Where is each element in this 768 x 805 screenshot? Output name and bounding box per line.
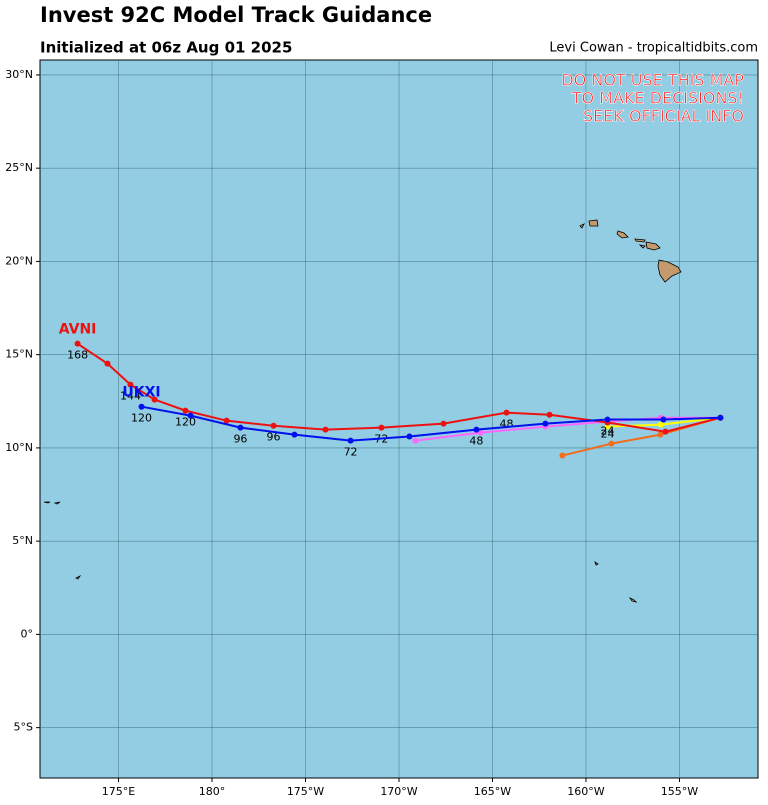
x-tick-label: 170°W — [380, 785, 417, 798]
track-point — [127, 381, 134, 388]
track-point — [604, 423, 611, 430]
track-point — [662, 428, 669, 435]
y-tick-label: 5°N — [12, 534, 33, 547]
forecast-hour-label: 24 — [600, 428, 614, 441]
x-tick-label: 175°W — [287, 785, 324, 798]
track-point — [604, 416, 611, 423]
track-point — [291, 431, 298, 438]
warning-line: DO NOT USE THIS MAP — [561, 71, 744, 90]
track-point — [182, 407, 189, 414]
track-point — [138, 403, 145, 410]
warning-line: TO MAKE DECISIONS! — [571, 89, 744, 108]
forecast-hour-label: 48 — [469, 435, 483, 448]
track-point — [477, 429, 484, 436]
track-point — [657, 431, 664, 438]
track-line — [415, 416, 721, 442]
forecast-hour-label: 120 — [131, 412, 152, 425]
track-point — [237, 424, 244, 431]
x-tick-label: 175°E — [102, 785, 135, 798]
track-point — [440, 420, 447, 427]
track-point — [151, 396, 158, 403]
y-tick-label: 5°S — [14, 721, 33, 734]
track-point — [104, 360, 111, 367]
y-tick-label: 0° — [21, 627, 34, 640]
track-point — [270, 422, 277, 429]
x-tick-label: 180° — [199, 785, 226, 798]
track-point — [187, 412, 194, 419]
forecast-hour-label: 168 — [67, 349, 88, 362]
track-point — [660, 416, 667, 423]
y-tick-label: 30°N — [5, 68, 33, 81]
forecast-hour-label: 72 — [344, 446, 358, 459]
track-point — [378, 424, 385, 431]
track-point — [503, 409, 510, 416]
track-point — [559, 452, 566, 459]
track-point — [412, 437, 419, 444]
warning-line: SEEK OFFICIAL INFO — [583, 107, 744, 126]
y-tick-label: 25°N — [5, 161, 33, 174]
track-point — [473, 426, 480, 433]
track-point — [608, 440, 615, 447]
track-point — [322, 426, 329, 433]
forecast-hour-label: 120 — [175, 416, 196, 429]
forecast-hour-label: 48 — [500, 418, 514, 431]
credit: Levi Cowan - tropicaltidbits.com — [549, 41, 758, 56]
land — [43, 219, 682, 603]
subtitle: Initialized at 06z Aug 01 2025 — [40, 39, 292, 57]
track-point — [74, 340, 81, 347]
track-point — [717, 414, 724, 421]
y-tick-label: 10°N — [5, 441, 33, 454]
track-point — [546, 411, 553, 418]
forecast-hour-label: 24 — [600, 425, 614, 438]
y-tick-label: 20°N — [5, 254, 33, 267]
track-name: AVNI — [59, 322, 97, 338]
forecast-hour-label: 96 — [233, 433, 247, 446]
track-name: UKXI — [122, 385, 160, 401]
title: Invest 92C Model Track Guidance — [40, 3, 432, 27]
y-tick-label: 15°N — [5, 348, 33, 361]
track-point — [347, 437, 354, 444]
x-tick-label: 155°W — [661, 785, 698, 798]
forecast-hour-label: 96 — [267, 431, 281, 444]
track-point — [406, 433, 413, 440]
x-tick-label: 160°W — [567, 785, 604, 798]
x-tick-label: 165°W — [474, 785, 511, 798]
track-point — [223, 417, 230, 424]
track-point — [657, 421, 664, 428]
forecast-hour-label: 144 — [120, 390, 141, 403]
track-point — [542, 420, 549, 427]
